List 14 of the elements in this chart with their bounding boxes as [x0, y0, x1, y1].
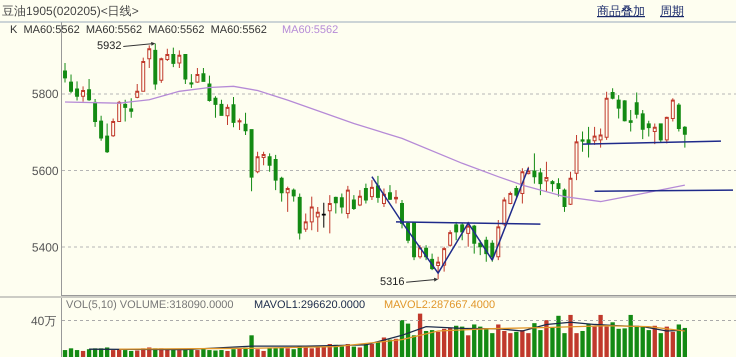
y-tick-label: 5600 [32, 164, 59, 178]
chart-title: VOL(5,10) VOLUME:318090.0000 [66, 299, 234, 311]
annotation: 5316 [380, 276, 404, 288]
annotation: 5932 [97, 40, 122, 52]
y-tick-label: 5800 [32, 87, 59, 102]
text: MAVOL1:296620.0000 [254, 299, 366, 311]
y-tick-label: 5400 [32, 240, 59, 254]
text: 周期 [660, 4, 684, 18]
chart-title: 豆油1905(020205)<日线> [2, 4, 139, 18]
series-label: MAVOL2:287667.4000 [384, 299, 496, 311]
text: MA60:5562 [282, 24, 338, 36]
chart-subtitle: K MA60:5562 MA60:5562 MA60:5562 MA60:5562 [10, 24, 267, 36]
ref-line-label: 40万 [31, 314, 56, 328]
text: 商品叠加 [597, 4, 645, 18]
